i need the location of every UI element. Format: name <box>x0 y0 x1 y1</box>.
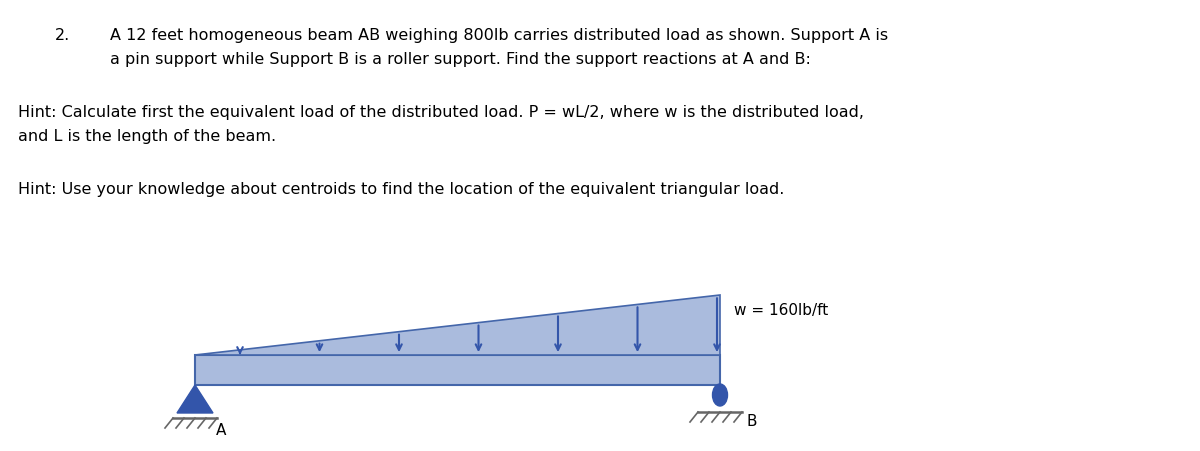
Text: w = 160lb/ft: w = 160lb/ft <box>734 303 828 318</box>
Text: A 12 feet homogeneous beam AB weighing 800lb carries distributed load as shown. : A 12 feet homogeneous beam AB weighing 8… <box>110 28 888 43</box>
Polygon shape <box>178 385 214 413</box>
Ellipse shape <box>713 384 727 406</box>
Text: B: B <box>746 414 756 429</box>
Text: Hint: Calculate first the equivalent load of the distributed load. P = wL/2, whe: Hint: Calculate first the equivalent loa… <box>18 105 864 120</box>
Bar <box>194 355 720 385</box>
Text: and L is the length of the beam.: and L is the length of the beam. <box>18 129 276 144</box>
Text: A: A <box>216 423 227 438</box>
Text: 2.: 2. <box>55 28 71 43</box>
Text: Hint: Use your knowledge about centroids to find the location of the equivalent : Hint: Use your knowledge about centroids… <box>18 182 785 197</box>
Text: a pin support while Support B is a roller support. Find the support reactions at: a pin support while Support B is a rolle… <box>110 52 811 67</box>
Polygon shape <box>194 295 720 355</box>
